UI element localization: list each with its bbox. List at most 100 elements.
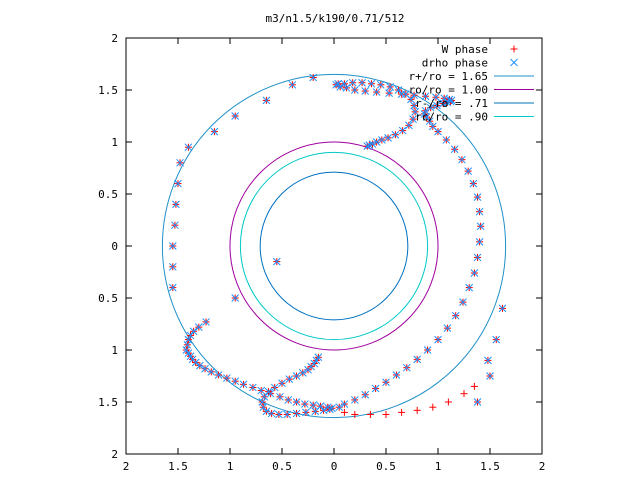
drho-phase-point xyxy=(475,207,484,216)
drho-phase-point xyxy=(470,269,479,277)
legend-label: rc/ro = .90 xyxy=(415,111,488,124)
legend-label: r-/ro = .71 xyxy=(415,97,488,110)
drho-phase-point xyxy=(292,372,301,380)
drho-phase-point xyxy=(267,409,276,418)
y-tick-label: 0 xyxy=(111,240,118,253)
drho-phase-point xyxy=(272,257,281,266)
drho-phase-point xyxy=(443,324,452,333)
legend-sample-marker xyxy=(510,58,518,67)
drho-phase-point xyxy=(302,408,310,417)
drho-phase-point xyxy=(319,406,328,415)
drho-phase-point xyxy=(301,400,309,408)
drho-phase-point xyxy=(426,103,435,112)
drho-phase-point xyxy=(451,311,460,320)
drho-phase-point xyxy=(257,386,266,395)
drho-phase-point xyxy=(270,383,279,392)
drho-phase-point xyxy=(174,179,182,188)
drho-phase-point xyxy=(386,83,395,91)
drho-phase-point xyxy=(428,122,437,131)
drho-phase-point xyxy=(262,407,271,416)
data-points xyxy=(168,73,507,419)
drho-phase-point xyxy=(176,158,184,167)
y-tick-label: 2 xyxy=(111,32,118,45)
drho-phase-point xyxy=(409,115,417,123)
drho-phase-point xyxy=(425,117,434,126)
drho-phase-point xyxy=(421,106,430,115)
legend-label: r+/ro = 1.65 xyxy=(409,70,488,83)
drho-phase-point xyxy=(432,93,440,102)
circle-r-ro-71 xyxy=(259,171,409,321)
drho-phase-point xyxy=(484,356,492,365)
w-phase-point xyxy=(351,410,359,418)
drho-phase-point xyxy=(411,107,419,116)
w-phase-point xyxy=(444,398,452,406)
drho-phase-point xyxy=(392,371,401,379)
y-tick-label: 0.5 xyxy=(98,188,118,201)
drho-phase-point xyxy=(440,94,449,103)
drho-phase-point xyxy=(340,79,349,88)
drho-phase-point xyxy=(334,79,343,88)
drho-phase-point xyxy=(328,404,336,413)
drho-phase-point xyxy=(340,400,349,408)
drho-phase-point xyxy=(434,335,442,344)
axis-ticks: 2 1.5 1 0.5 0 0.5 1 1.5 221.510.500.511.52 xyxy=(98,32,545,473)
chart-title: m3/n1.5/k190/0.71/512 xyxy=(265,12,404,25)
drho-phase-point xyxy=(384,133,392,142)
x-tick-label: 0.5 xyxy=(272,460,292,473)
drho-phase-point xyxy=(311,407,320,416)
drho-phase-point xyxy=(498,304,507,313)
drho-phase-point xyxy=(335,403,344,412)
w-phase-point xyxy=(470,382,478,390)
drho-phase-point xyxy=(207,367,216,376)
drho-phase-point xyxy=(223,374,231,382)
drho-phase-point xyxy=(249,383,257,392)
drho-phase-point xyxy=(442,136,451,144)
drho-phase-point xyxy=(168,283,177,292)
x-tick-label: 2 xyxy=(539,460,546,473)
x-tick-label: 2 xyxy=(123,460,130,473)
drho-phase-point xyxy=(231,377,240,386)
drho-phase-point xyxy=(475,237,484,246)
drho-phase-point xyxy=(288,80,297,89)
drho-phase-point xyxy=(486,372,494,380)
drho-phase-point xyxy=(367,79,376,88)
drho-phase-point xyxy=(433,101,441,110)
drho-phase-point xyxy=(292,409,301,418)
drho-phase-point xyxy=(473,193,482,201)
drho-phase-point xyxy=(465,283,474,292)
drho-phase-point xyxy=(314,353,323,362)
x-tick-label: 0 xyxy=(331,460,338,473)
y-tick-label: 1 xyxy=(111,344,118,357)
drho-phase-point xyxy=(231,112,240,120)
w-phase-point xyxy=(382,410,390,418)
reference-circles xyxy=(161,73,507,419)
drho-phase-point xyxy=(283,410,292,419)
drho-phase-point xyxy=(285,375,294,383)
x-tick-label: 0.5 xyxy=(376,460,396,473)
drho-phase-point xyxy=(473,253,482,262)
drho-phase-point xyxy=(262,96,271,105)
drho-phase-point xyxy=(372,88,381,96)
y-tick-label: 1.5 xyxy=(98,396,118,409)
drho-phase-point xyxy=(376,80,385,89)
drho-phase-point xyxy=(260,392,269,401)
drho-phase-point xyxy=(447,96,456,105)
drho-phase-point xyxy=(413,355,422,364)
drho-phase-point xyxy=(332,80,340,89)
drho-phase-point xyxy=(361,390,370,399)
drho-phase-point xyxy=(298,369,307,377)
drho-phase-point xyxy=(348,78,357,87)
drho-phase-point xyxy=(189,327,198,336)
drho-phase-point xyxy=(325,405,334,414)
drho-phase-point xyxy=(410,91,418,100)
drho-phase-point xyxy=(214,371,223,379)
drho-phase-point xyxy=(168,262,177,271)
drho-phase-point xyxy=(350,86,359,94)
circle-rc-ro-90 xyxy=(239,151,429,341)
drho-phase-point xyxy=(363,142,372,151)
drho-phase-point xyxy=(276,392,284,401)
drho-phase-point xyxy=(398,126,407,135)
drho-phase-point xyxy=(168,242,177,250)
drho-phase-point xyxy=(407,95,415,104)
